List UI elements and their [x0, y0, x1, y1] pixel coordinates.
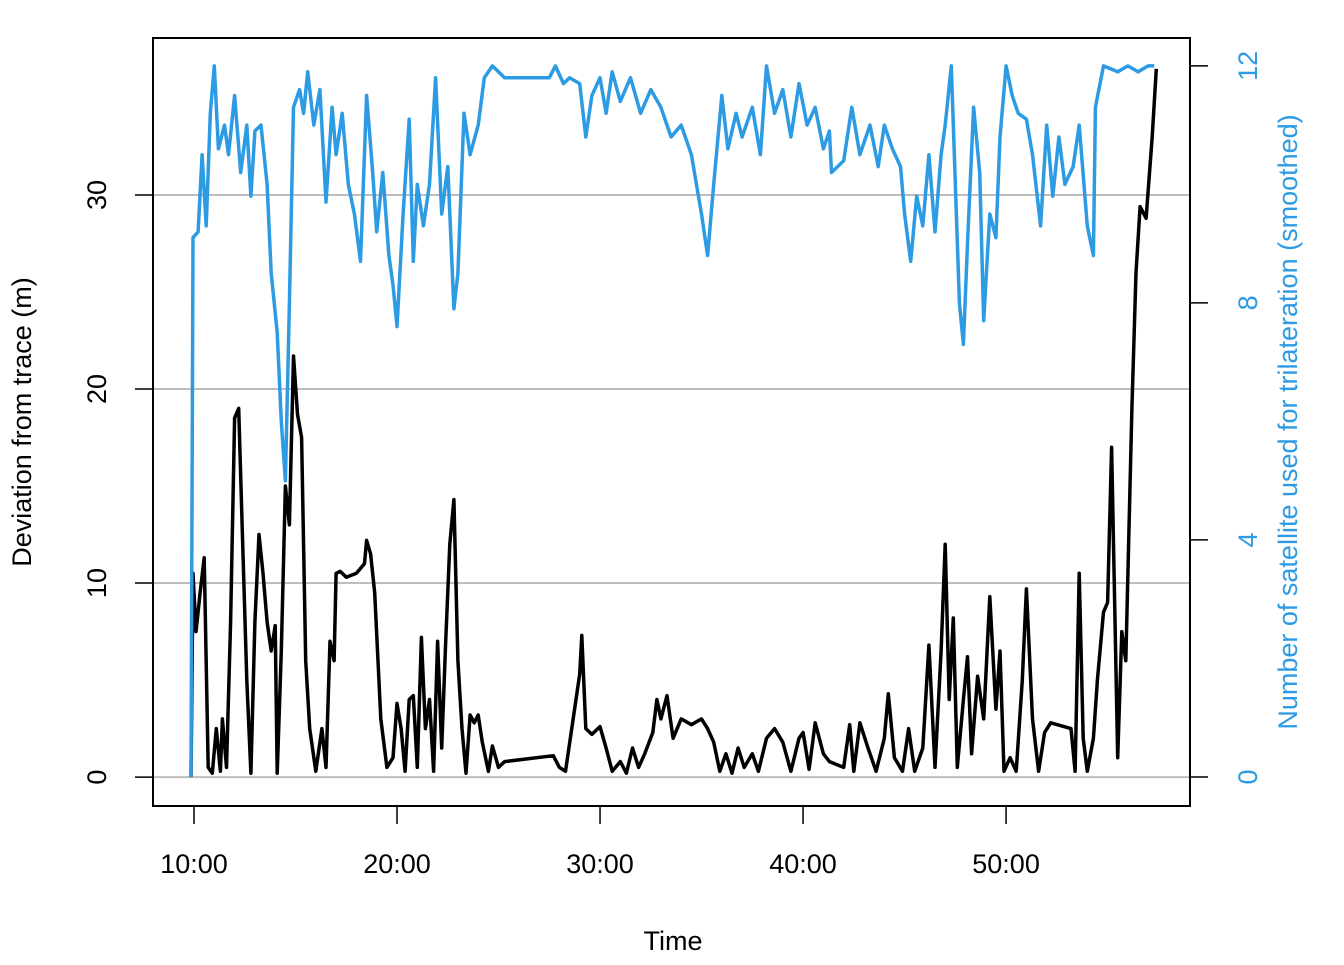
x-tick-label: 40:00 [769, 849, 837, 879]
y2-tick-label: 12 [1233, 51, 1263, 81]
y2-tick-label: 0 [1233, 769, 1263, 784]
y-tick-label: 20 [82, 374, 112, 404]
y-tick-label: 30 [82, 180, 112, 210]
x-tick-label: 10:00 [160, 849, 228, 879]
y-axis-title: Deviation from trace (m) [7, 277, 37, 567]
x-tick-label: 30:00 [566, 849, 634, 879]
x-axis-title: Time [644, 926, 703, 956]
x-tick-label: 20:00 [363, 849, 431, 879]
y-tick-label: 10 [82, 568, 112, 598]
line-series [189, 68, 1159, 778]
y2-tick-label: 8 [1233, 295, 1263, 310]
x-tick-label: 50:00 [972, 849, 1040, 879]
y2-tick-label: 4 [1233, 532, 1263, 547]
line-series [189, 64, 1155, 778]
y2-axis-title: Number of satellite used for trilaterati… [1273, 114, 1303, 729]
plot-frame [152, 37, 1191, 807]
y-tick-label: 0 [82, 770, 112, 785]
